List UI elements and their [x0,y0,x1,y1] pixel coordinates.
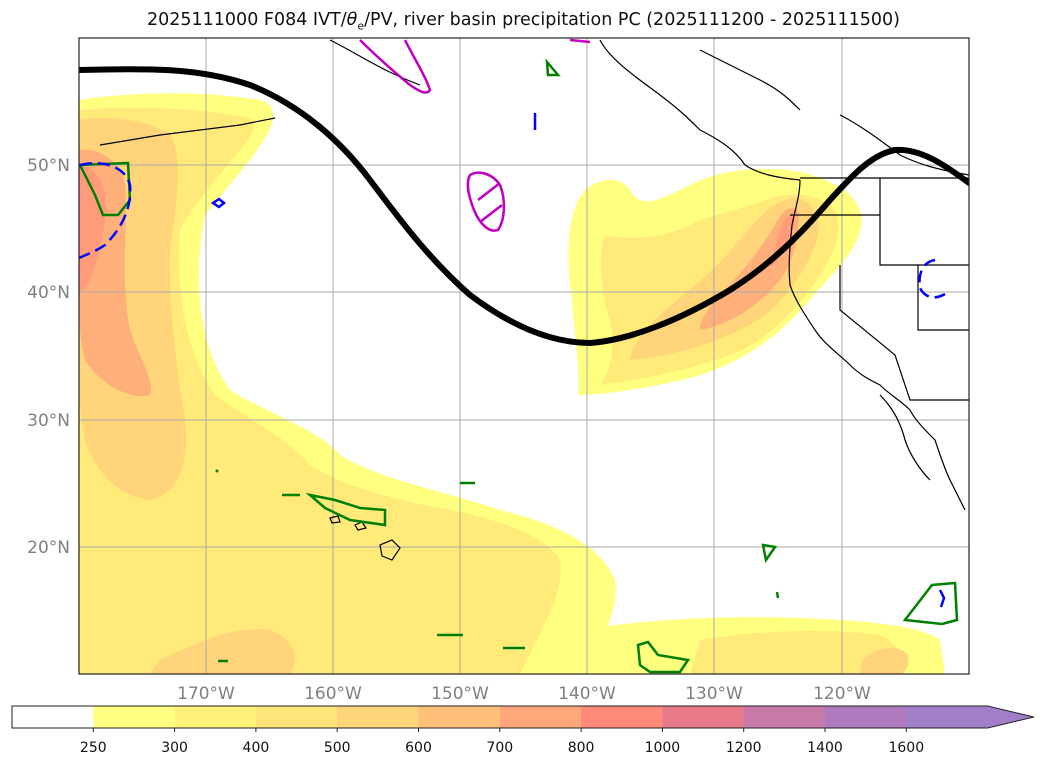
longitude-labels: 170°W 160°W 150°W 140°W 130°W 120°W [177,684,871,704]
colorbar-segment [337,706,419,728]
colorbar-segment [174,706,257,728]
lat-label: 30°N [27,411,70,431]
north-america-west-coast [788,179,966,511]
colorbar-segment [499,706,582,728]
lon-label: 150°W [431,684,489,704]
plot-title: 2025111000 F084 IVT/θe/PV, river basin p… [146,10,901,33]
colorbar-segment [906,706,989,728]
coastlines [99,39,969,561]
ivt-300-subtropics [690,630,902,674]
california-nevada-border [839,265,969,401]
colorbar-extension [987,706,1034,728]
colorbar-tick-label: 1000 [645,740,681,756]
colorbar-outline [11,705,1035,729]
colorbar-segment [662,706,745,728]
colorbar-tick-label: 1200 [726,740,762,756]
alaska-peninsula-coast [99,117,276,146]
ivt-600-west [79,165,106,293]
colorbar-segment [418,706,501,728]
colorbar-segment [12,706,94,728]
ivt-400-subtropics-east [860,648,909,674]
colorbar-tick-label: 600 [405,740,432,756]
lon-label: 160°W [304,684,362,704]
lon-label: 120°W [813,684,871,704]
hawaii-big-island [379,539,401,561]
lon-label: 130°W [685,684,743,704]
theta-e-contours [79,161,946,299]
colorbar [11,705,1035,729]
jet-stream-line [79,66,969,347]
colorbar-tick-label: 800 [568,740,595,756]
colorbar-segment [825,706,907,728]
colorbar-tick-label: 400 [243,740,270,756]
colorbar-labels: 250 300 400 500 600 700 800 1000 1200 1400 1600 [80,728,924,756]
hawaii-maui [354,521,367,531]
colorbar-tick-label: 1600 [888,740,924,756]
latitude-labels: 50°N 40°N 30°N 20°N [27,156,70,558]
colorbar-segment [255,706,338,728]
ivt-300-west [79,107,561,674]
lat-lon-grid [79,38,969,674]
colorbar-tick-label: 500 [324,740,351,756]
lon-label: 140°W [558,684,616,704]
british-columbia-coast [699,49,969,176]
pv-contours [359,38,591,232]
colorbar-segment [743,706,826,728]
colorbar-tick-label: 300 [161,740,188,756]
colorbar-tick-label: 250 [80,740,107,756]
ivt-500-east [700,208,799,330]
theta-e-small-markers [210,113,946,608]
lat-label: 50°N [27,156,70,176]
map-plot-area [79,38,969,674]
lat-label: 40°N [27,283,70,303]
colorbar-tick-label: 700 [486,740,513,756]
colorbar-tick-label: 1400 [807,740,843,756]
ivt-400-southwest [150,629,295,674]
colorbar-segment [581,706,663,728]
plot-frame [78,37,970,675]
baja-california [879,394,931,481]
ivt-shading-west [79,93,945,674]
lat-label: 20°N [27,538,70,558]
colorbar-segment [93,706,176,728]
hawaii-oahu [329,515,341,524]
precip-pc-contours [79,58,959,674]
lon-label: 170°W [177,684,235,704]
gulf-of-alaska-coast [329,39,801,181]
